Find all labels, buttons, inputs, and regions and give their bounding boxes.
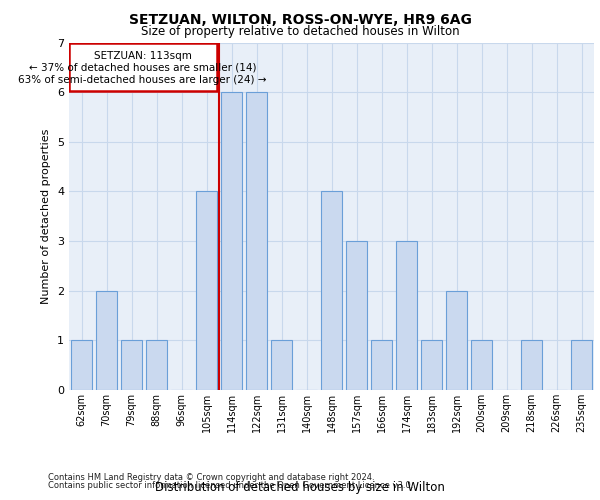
Text: Contains HM Land Registry data © Crown copyright and database right 2024.: Contains HM Land Registry data © Crown c… — [48, 472, 374, 482]
Bar — [146, 340, 167, 390]
Bar — [96, 290, 117, 390]
Text: Contains public sector information licensed under the Open Government Licence v3: Contains public sector information licen… — [48, 481, 413, 490]
Bar — [521, 340, 542, 390]
Text: ← 37% of detached houses are smaller (14): ← 37% of detached houses are smaller (14… — [29, 62, 257, 72]
Bar — [246, 92, 267, 390]
Bar — [196, 192, 217, 390]
Bar — [371, 340, 392, 390]
Text: SETZUAN, WILTON, ROSS-ON-WYE, HR9 6AG: SETZUAN, WILTON, ROSS-ON-WYE, HR9 6AG — [128, 12, 472, 26]
Bar — [471, 340, 492, 390]
Bar — [221, 92, 242, 390]
Text: SETZUAN: 113sqm: SETZUAN: 113sqm — [94, 51, 191, 61]
Bar — [121, 340, 142, 390]
Bar — [421, 340, 442, 390]
Text: 63% of semi-detached houses are larger (24) →: 63% of semi-detached houses are larger (… — [19, 75, 267, 85]
Y-axis label: Number of detached properties: Number of detached properties — [41, 128, 52, 304]
Bar — [321, 192, 342, 390]
Bar — [271, 340, 292, 390]
Bar — [446, 290, 467, 390]
Text: Distribution of detached houses by size in Wilton: Distribution of detached houses by size … — [155, 481, 445, 494]
Text: Size of property relative to detached houses in Wilton: Size of property relative to detached ho… — [140, 25, 460, 38]
Bar — [71, 340, 92, 390]
Bar — [396, 241, 417, 390]
Bar — [346, 241, 367, 390]
Bar — [571, 340, 592, 390]
FancyBboxPatch shape — [69, 44, 217, 91]
